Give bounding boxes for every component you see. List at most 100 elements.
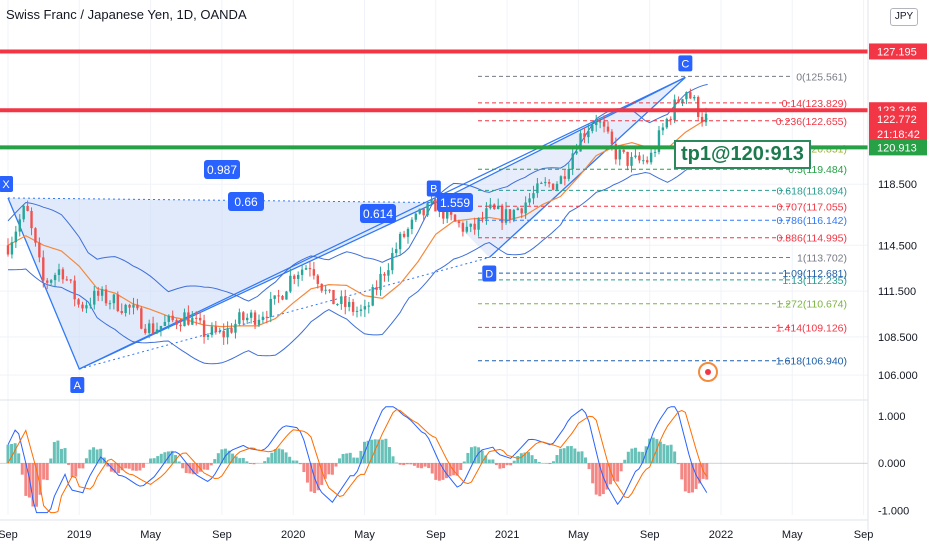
candle bbox=[34, 228, 37, 243]
moving-average bbox=[7, 118, 708, 328]
osc-bar bbox=[45, 463, 49, 481]
osc-bar bbox=[120, 463, 124, 471]
osc-bar bbox=[534, 459, 538, 464]
candle bbox=[175, 320, 178, 325]
osc-bar bbox=[309, 463, 313, 492]
pattern-labels: X A B C D 0.987 0.66 0.614 1.559 bbox=[0, 55, 693, 393]
osc-bar bbox=[412, 463, 416, 466]
osc-bar bbox=[359, 450, 363, 464]
osc-bar bbox=[658, 441, 662, 464]
osc-bar bbox=[195, 463, 199, 474]
osc-bar bbox=[352, 457, 356, 464]
point-label-box bbox=[426, 180, 441, 197]
osc-bar bbox=[469, 447, 473, 464]
point-label-text: B bbox=[430, 184, 437, 196]
candle bbox=[340, 296, 343, 304]
osc-bar bbox=[580, 451, 584, 464]
candle bbox=[551, 183, 555, 190]
candle bbox=[300, 269, 304, 275]
candle bbox=[571, 153, 574, 170]
ratio-box bbox=[437, 193, 473, 212]
osc-bar bbox=[141, 463, 145, 468]
osc-bar bbox=[687, 463, 691, 493]
osc-bar bbox=[462, 461, 466, 464]
point-label-box bbox=[678, 55, 693, 72]
osc-bar bbox=[184, 463, 188, 473]
osc-bar bbox=[648, 438, 652, 464]
candle bbox=[575, 151, 578, 154]
candle bbox=[595, 121, 598, 126]
osc-bar bbox=[131, 463, 135, 471]
candle bbox=[30, 210, 33, 229]
candle bbox=[610, 131, 614, 145]
candle bbox=[336, 303, 339, 305]
osc-bar bbox=[295, 460, 299, 464]
candle bbox=[547, 182, 551, 184]
candle bbox=[85, 305, 88, 309]
osc-bar bbox=[52, 442, 56, 464]
candle bbox=[65, 279, 69, 281]
osc-bar bbox=[548, 463, 552, 465]
candle bbox=[69, 279, 72, 281]
osc-bar bbox=[683, 463, 687, 492]
price-badge-text: 122.772 bbox=[877, 114, 917, 126]
candle bbox=[700, 116, 704, 123]
candle bbox=[108, 303, 112, 305]
price-badge-text: 21:18:42 bbox=[877, 129, 920, 141]
osc-bar bbox=[519, 453, 523, 464]
osc-bar bbox=[323, 463, 327, 479]
osc-bar bbox=[373, 439, 377, 464]
osc-bar bbox=[690, 463, 694, 493]
candle bbox=[646, 160, 649, 163]
osc-bar bbox=[149, 458, 153, 464]
candle bbox=[124, 304, 127, 314]
candle bbox=[477, 218, 480, 230]
osc-bar bbox=[113, 463, 117, 473]
candle bbox=[128, 304, 131, 308]
candle bbox=[434, 199, 437, 212]
candle bbox=[226, 328, 229, 338]
osc-bar bbox=[348, 452, 352, 464]
osc-bar bbox=[302, 463, 306, 473]
osc-bar bbox=[248, 463, 252, 464]
candle bbox=[265, 316, 269, 318]
osc-bar bbox=[220, 449, 224, 464]
osc-bar bbox=[35, 463, 39, 507]
candle bbox=[402, 233, 406, 237]
osc-bar bbox=[24, 463, 28, 496]
ratio-box bbox=[360, 204, 396, 223]
candle bbox=[661, 127, 665, 131]
y-tick-label: 118.500 bbox=[878, 179, 917, 191]
candle bbox=[116, 294, 120, 312]
price-badge-box bbox=[869, 110, 927, 127]
pattern-xab bbox=[8, 197, 436, 369]
osc-bar bbox=[409, 463, 413, 465]
horizontal-lines bbox=[0, 49, 868, 150]
price-badge-text: 120.913 bbox=[877, 142, 917, 154]
candle bbox=[465, 226, 469, 232]
osc-bar bbox=[341, 454, 345, 464]
osc-bar bbox=[562, 448, 566, 464]
osc-bar bbox=[95, 449, 99, 464]
osc-bar bbox=[662, 444, 666, 464]
osc-bar bbox=[13, 443, 17, 464]
candle bbox=[104, 289, 108, 304]
osc-bar bbox=[441, 463, 445, 480]
osc-bar bbox=[84, 458, 88, 464]
osc-bar bbox=[505, 463, 509, 466]
candle bbox=[218, 330, 221, 333]
candle bbox=[536, 183, 539, 194]
band-lower bbox=[7, 152, 708, 365]
candle bbox=[481, 218, 484, 220]
currency-button[interactable]: JPY bbox=[890, 8, 918, 26]
candle bbox=[359, 309, 363, 311]
osc-bar bbox=[330, 463, 334, 475]
y-tick-label: 111.500 bbox=[878, 286, 916, 298]
candle bbox=[591, 125, 594, 132]
alert-icon-dot bbox=[705, 369, 711, 375]
candle bbox=[120, 311, 123, 314]
candle bbox=[685, 92, 688, 100]
candle bbox=[430, 199, 433, 204]
osc-bar bbox=[159, 453, 163, 464]
